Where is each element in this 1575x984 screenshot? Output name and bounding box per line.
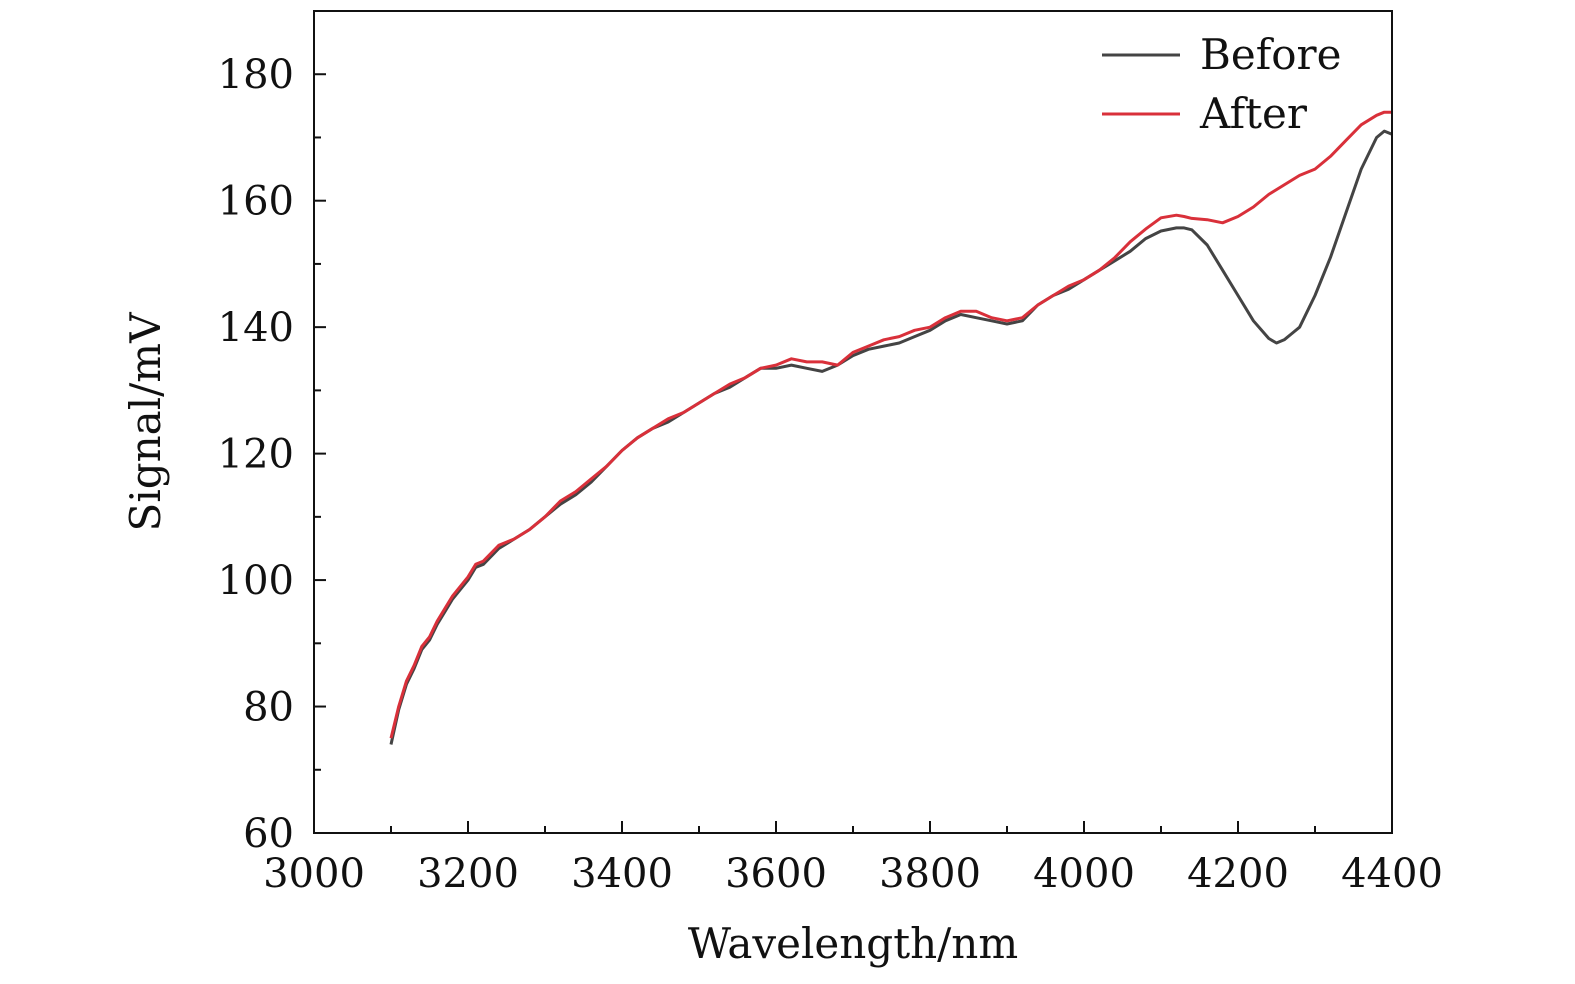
y-axis-title: Signal/mV: [121, 312, 170, 532]
x-tick-label: 4000: [1033, 851, 1135, 897]
y-tick-label: 60: [243, 811, 294, 857]
legend-label-before: Before: [1200, 30, 1341, 79]
x-tick-label: 4400: [1341, 851, 1443, 897]
y-tick-label: 120: [218, 432, 294, 478]
x-tick-label: 3400: [571, 851, 673, 897]
x-tick-label: 3200: [417, 851, 519, 897]
x-tick-label: 3800: [879, 851, 981, 897]
y-tick-label: 100: [218, 558, 294, 604]
y-tick-label: 140: [218, 305, 294, 351]
x-tick-label: 3600: [725, 851, 827, 897]
series-line-before: [389, 129, 1393, 745]
series-line-after: [389, 110, 1392, 739]
legend-label-after: After: [1199, 89, 1308, 138]
x-tick-label: 4200: [1187, 851, 1289, 897]
y-tick-label: 80: [243, 685, 294, 731]
y-tick-label: 180: [218, 52, 294, 98]
x-tick-label: 3000: [263, 851, 365, 897]
y-tick-label: 160: [218, 179, 294, 225]
x-axis-title: Wavelength/nm: [688, 919, 1018, 968]
